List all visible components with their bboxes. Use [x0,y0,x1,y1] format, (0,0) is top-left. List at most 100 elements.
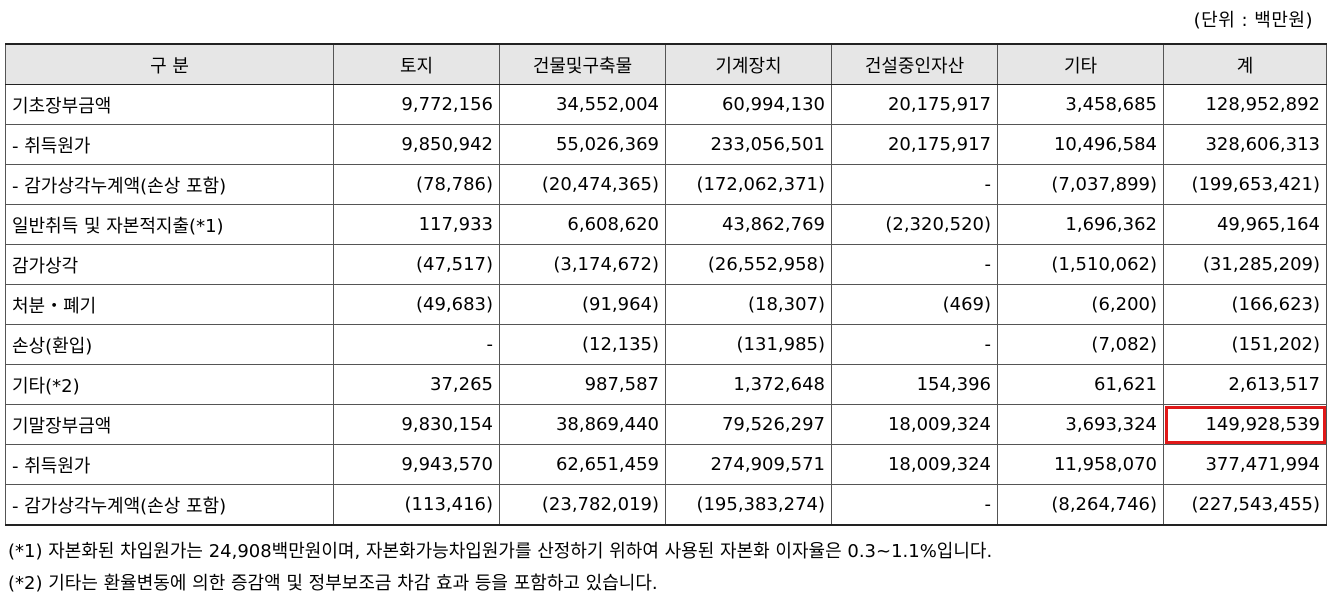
table-cell: 11,958,070 [997,444,1164,485]
table-cell: (3,174,672) [499,244,666,285]
table-cell: 34,552,004 [499,84,666,125]
row-label: 일반취득 및 자본적지출(*1) [5,204,334,245]
table-row: 기초장부금액 9,772,156 34,552,004 60,994,130 20,17… [5,84,1327,125]
table-cell: 9,943,570 [333,444,500,485]
table-row: 기타(*2) 37,265 987,587 1,372,648 154,396 61,62… [5,364,1327,405]
table-cell: (18,307) [665,284,832,325]
row-label: 처분・폐기 [5,284,334,325]
table-cell: (31,285,209) [1163,244,1327,285]
table-cell: 9,830,154 [333,404,500,445]
table-cell: 1,696,362 [997,204,1164,245]
table-cell: (113,416) [333,484,500,526]
table-cell: - [831,164,998,205]
table-row: - 감가상각누계액(손상 포함) (113,416) (23,782,019) (19… [5,484,1327,526]
table-row: - 감가상각누계액(손상 포함) (78,786) (20,474,365) (172… [5,164,1327,205]
table-cell: (6,200) [997,284,1164,325]
table-cell: 1,372,648 [665,364,832,405]
table-cell: (2,320,520) [831,204,998,245]
table-cell: 18,009,324 [831,404,998,445]
table-row: - 취득원가 9,943,570 62,651,459 274,909,571 18,0… [5,444,1327,485]
table-cell: (199,653,421) [1163,164,1327,205]
table-header-row: 구 분 토지 건물및구축물 기계장치 건설중인자산 기타 계 [5,43,1327,85]
table-cell: - [333,324,500,365]
footnote-1: (*1) 자본화된 차입원가는 24,908백만원이며, 자본화가능차입원가를 … [8,541,993,562]
table-cell: - [831,484,998,526]
table-row: 처분・폐기 (49,683) (91,964) (18,307) (469) (6,200… [5,284,1327,325]
table-cell: 20,175,917 [831,124,998,165]
table-cell: 154,396 [831,364,998,405]
row-label: 기초장부금액 [5,84,334,125]
table-cell: 60,994,130 [665,84,832,125]
row-label: - 감가상각누계액(손상 포함) [5,164,334,205]
table-cell: 62,651,459 [499,444,666,485]
table-cell: (26,552,958) [665,244,832,285]
table-cell: (7,037,899) [997,164,1164,205]
table-cell: (1,510,062) [997,244,1164,285]
row-label: - 취득원가 [5,444,334,485]
table-cell: 3,693,324 [997,404,1164,445]
footnotes: (*1) 자본화된 차입원가는 24,908백만원이며, 자본화가능차입원가를 … [8,536,992,600]
highlighted-cell: 149,928,539 [1163,404,1327,445]
table-cell: 18,009,324 [831,444,998,485]
table-cell: 61,621 [997,364,1164,405]
col-header-machinery: 기계장치 [665,43,832,85]
table-cell: (195,383,274) [665,484,832,526]
table-cell: 10,496,584 [997,124,1164,165]
col-header-other: 기타 [997,43,1164,85]
table-cell: (20,474,365) [499,164,666,205]
col-header-category: 구 분 [5,43,334,85]
table-cell: (7,082) [997,324,1164,365]
unit-label: (단위 : 백만원) [1193,10,1313,31]
table-cell: 9,850,942 [333,124,500,165]
table-row: 감가상각 (47,517) (3,174,672) (26,552,958) - (1,5… [5,244,1327,285]
table-cell: - [831,244,998,285]
table-cell: 49,965,164 [1163,204,1327,245]
footnote-2: (*2) 기타는 환율변동에 의한 증감액 및 정부보조금 차감 효과 등을 포… [8,573,658,594]
table-cell: (78,786) [333,164,500,205]
col-header-buildings: 건물및구축물 [499,43,666,85]
table-cell: 328,606,313 [1163,124,1327,165]
table-cell: (172,062,371) [665,164,832,205]
table-cell: (47,517) [333,244,500,285]
table-cell: (23,782,019) [499,484,666,526]
table-cell: 6,608,620 [499,204,666,245]
table-row: - 취득원가 9,850,942 55,026,369 233,056,501 20,1… [5,124,1327,165]
table-cell: 377,471,994 [1163,444,1327,485]
col-header-total: 계 [1163,43,1327,85]
table-cell: (91,964) [499,284,666,325]
table-cell: 79,526,297 [665,404,832,445]
table-cell: 20,175,917 [831,84,998,125]
table-cell: 274,909,571 [665,444,832,485]
table-cell: - [831,324,998,365]
table-cell: 3,458,685 [997,84,1164,125]
col-header-land: 토지 [333,43,500,85]
ppe-table: 구 분 토지 건물및구축물 기계장치 건설중인자산 기타 계 기초장부금액 9,7… [5,43,1327,526]
table-cell: (469) [831,284,998,325]
table-cell: 233,056,501 [665,124,832,165]
table-cell: 2,613,517 [1163,364,1327,405]
table-cell: 55,026,369 [499,124,666,165]
table-cell: (49,683) [333,284,500,325]
table-cell: (227,543,455) [1163,484,1327,526]
table-cell: 37,265 [333,364,500,405]
row-label: - 감가상각누계액(손상 포함) [5,484,334,526]
table-row: 기말장부금액 9,830,154 38,869,440 79,526,297 18,00… [5,404,1327,445]
table-row: 손상(환입) - (12,135) (131,985) - (7,082) (151,202… [5,324,1327,365]
table-cell: 9,772,156 [333,84,500,125]
table-cell: (131,985) [665,324,832,365]
table-cell: 987,587 [499,364,666,405]
row-label: - 취득원가 [5,124,334,165]
table-cell: (166,623) [1163,284,1327,325]
table-cell: 117,933 [333,204,500,245]
table-cell: 38,869,440 [499,404,666,445]
col-header-construction: 건설중인자산 [831,43,998,85]
table-cell: (12,135) [499,324,666,365]
table-cell: 43,862,769 [665,204,832,245]
row-label: 감가상각 [5,244,334,285]
row-label: 손상(환입) [5,324,334,365]
table-cell: (151,202) [1163,324,1327,365]
table-cell: (8,264,746) [997,484,1164,526]
table-row: 일반취득 및 자본적지출(*1) 117,933 6,608,620 43,862,7… [5,204,1327,245]
row-label: 기타(*2) [5,364,334,405]
row-label: 기말장부금액 [5,404,334,445]
